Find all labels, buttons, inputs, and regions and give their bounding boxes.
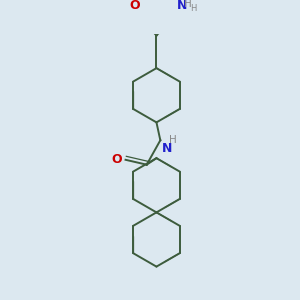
Text: N: N xyxy=(177,0,187,11)
Text: H: H xyxy=(169,135,177,145)
Text: H: H xyxy=(184,0,192,9)
Text: O: O xyxy=(111,153,122,166)
Text: O: O xyxy=(129,0,140,11)
Text: H: H xyxy=(190,4,196,14)
Text: N: N xyxy=(162,142,172,155)
